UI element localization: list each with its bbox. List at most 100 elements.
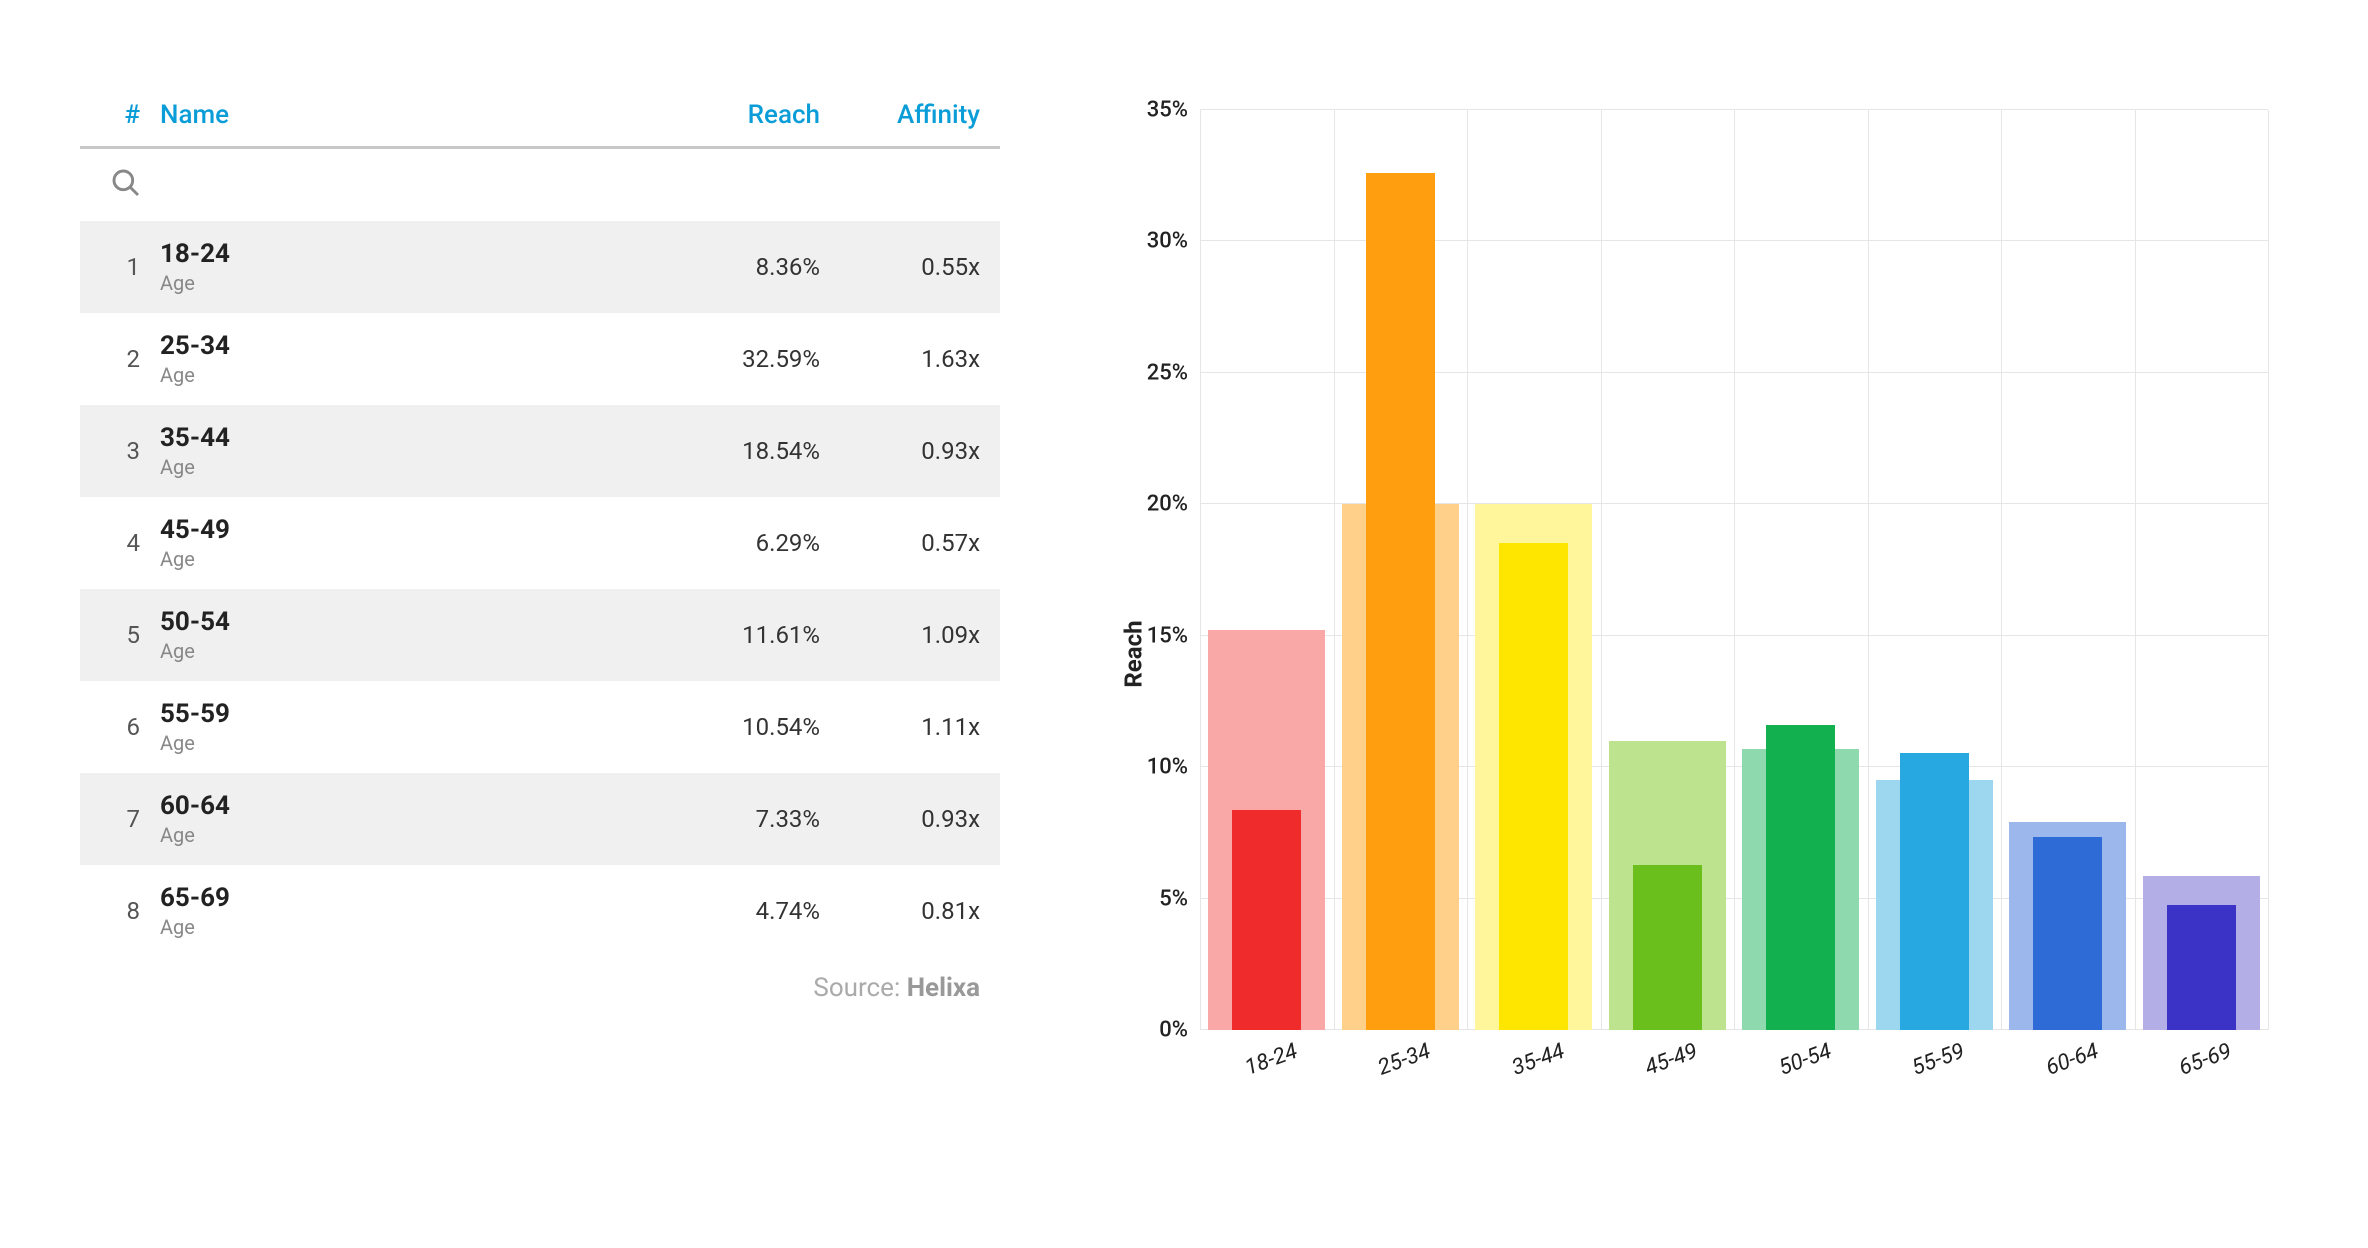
table-row[interactable]: 118-24Age8.36%0.55x	[80, 221, 1000, 313]
rank-cell: 7	[100, 805, 160, 833]
reach-cell: 10.54%	[660, 713, 820, 741]
y-axis-label: Reach	[1120, 620, 1148, 687]
bar-value[interactable]	[1232, 810, 1301, 1030]
segment-name: 50-54	[160, 607, 660, 637]
bar-value[interactable]	[1766, 725, 1835, 1030]
source-prefix: Source:	[813, 973, 906, 1003]
bar-value[interactable]	[1900, 753, 1969, 1030]
reach-cell: 7.33%	[660, 805, 820, 833]
reach-cell: 18.54%	[660, 437, 820, 465]
table-row[interactable]: 445-49Age6.29%0.57x	[80, 497, 1000, 589]
segment-name: 65-69	[160, 883, 660, 913]
segment-name: 35-44	[160, 423, 660, 453]
x-tick-label: 18-24	[1241, 1039, 1300, 1081]
search-row[interactable]	[80, 149, 1000, 221]
gridline-vertical	[1601, 110, 1602, 1030]
segment-name: 55-59	[160, 699, 660, 729]
header-name[interactable]: Name	[160, 100, 660, 130]
y-tick-label: 10%	[1147, 755, 1188, 780]
segment-type: Age	[160, 915, 660, 939]
table-row[interactable]: 865-69Age4.74%0.81x	[80, 865, 1000, 957]
segment-name: 18-24	[160, 239, 660, 269]
source-attribution: Source: Helixa	[80, 957, 1000, 1003]
affinity-cell: 0.93x	[820, 805, 980, 833]
source-name: Helixa	[907, 973, 980, 1003]
name-cell: 65-69Age	[160, 883, 660, 939]
y-tick-label: 15%	[1147, 623, 1188, 648]
rank-cell: 5	[100, 621, 160, 649]
rank-cell: 2	[100, 345, 160, 373]
reach-cell: 32.59%	[660, 345, 820, 373]
table-header-row: # Name Reach Affinity	[80, 100, 1000, 149]
table-body: 118-24Age8.36%0.55x225-34Age32.59%1.63x3…	[80, 221, 1000, 957]
name-cell: 18-24Age	[160, 239, 660, 295]
gridline-vertical	[2135, 110, 2136, 1030]
affinity-cell: 0.55x	[820, 253, 980, 281]
x-tick-label: 55-59	[1909, 1039, 1968, 1081]
reach-cell: 11.61%	[660, 621, 820, 649]
affinity-cell: 0.81x	[820, 897, 980, 925]
name-cell: 45-49Age	[160, 515, 660, 571]
reach-chart-panel: Reach 0% 5% 10% 15% 20% 25% 30% 35% 18-24 25-34 3…	[1080, 100, 2288, 1208]
gridline-vertical	[1734, 110, 1735, 1030]
gridline-vertical	[1334, 110, 1335, 1030]
y-tick-label: 25%	[1147, 360, 1188, 385]
table-row[interactable]: 760-64Age7.33%0.93x	[80, 773, 1000, 865]
segment-type: Age	[160, 271, 660, 295]
y-tick-label: 5%	[1159, 886, 1188, 911]
gridline-vertical	[2001, 110, 2002, 1030]
gridline-vertical	[1200, 110, 1201, 1030]
segment-type: Age	[160, 363, 660, 387]
segment-name: 25-34	[160, 331, 660, 361]
x-tick-label: 35-44	[1508, 1039, 1567, 1081]
name-cell: 35-44Age	[160, 423, 660, 479]
x-tick-label: 45-49	[1642, 1039, 1701, 1081]
name-cell: 25-34Age	[160, 331, 660, 387]
table-row[interactable]: 225-34Age32.59%1.63x	[80, 313, 1000, 405]
affinity-cell: 0.93x	[820, 437, 980, 465]
x-tick-label: 60-64	[2042, 1039, 2101, 1081]
table-row[interactable]: 655-59Age10.54%1.11x	[80, 681, 1000, 773]
segment-name: 45-49	[160, 515, 660, 545]
bar-value[interactable]	[1366, 173, 1435, 1030]
reach-cell: 6.29%	[660, 529, 820, 557]
gridline-vertical	[1868, 110, 1869, 1030]
affinity-cell: 1.63x	[820, 345, 980, 373]
gridline-vertical	[1467, 110, 1468, 1030]
header-reach[interactable]: Reach	[660, 100, 820, 130]
age-table-panel: # Name Reach Affinity 118-24Age8.36%0.55…	[80, 100, 1000, 1208]
x-axis: 18-24 25-34 35-44 45-49 50-54 55-59 60-64 65-69	[1200, 1040, 2268, 1120]
segment-type: Age	[160, 639, 660, 663]
bar-value[interactable]	[2167, 905, 2236, 1030]
table-row[interactable]: 335-44Age18.54%0.93x	[80, 405, 1000, 497]
x-tick-label: 50-54	[1775, 1039, 1834, 1081]
bar-value[interactable]	[1633, 865, 1702, 1030]
reach-cell: 8.36%	[660, 253, 820, 281]
rank-cell: 3	[100, 437, 160, 465]
rank-cell: 4	[100, 529, 160, 557]
y-tick-label: 0%	[1159, 1018, 1188, 1043]
rank-cell: 8	[100, 897, 160, 925]
header-affinity[interactable]: Affinity	[820, 100, 980, 130]
table-row[interactable]: 550-54Age11.61%1.09x	[80, 589, 1000, 681]
segment-type: Age	[160, 547, 660, 571]
name-cell: 60-64Age	[160, 791, 660, 847]
segment-name: 60-64	[160, 791, 660, 821]
x-tick-label: 25-34	[1375, 1039, 1434, 1081]
bar-value[interactable]	[1499, 543, 1568, 1030]
y-tick-label: 30%	[1147, 229, 1188, 254]
rank-cell: 1	[100, 253, 160, 281]
header-rank[interactable]: #	[100, 100, 160, 130]
segment-type: Age	[160, 455, 660, 479]
gridline-vertical	[2268, 110, 2269, 1030]
affinity-cell: 1.11x	[820, 713, 980, 741]
segment-type: Age	[160, 823, 660, 847]
y-tick-label: 35%	[1147, 98, 1188, 123]
y-tick-label: 20%	[1147, 492, 1188, 517]
affinity-cell: 1.09x	[820, 621, 980, 649]
segment-type: Age	[160, 731, 660, 755]
search-icon	[110, 167, 142, 199]
bar-value[interactable]	[2033, 837, 2102, 1030]
x-tick-label: 65-69	[2176, 1039, 2235, 1081]
rank-cell: 6	[100, 713, 160, 741]
